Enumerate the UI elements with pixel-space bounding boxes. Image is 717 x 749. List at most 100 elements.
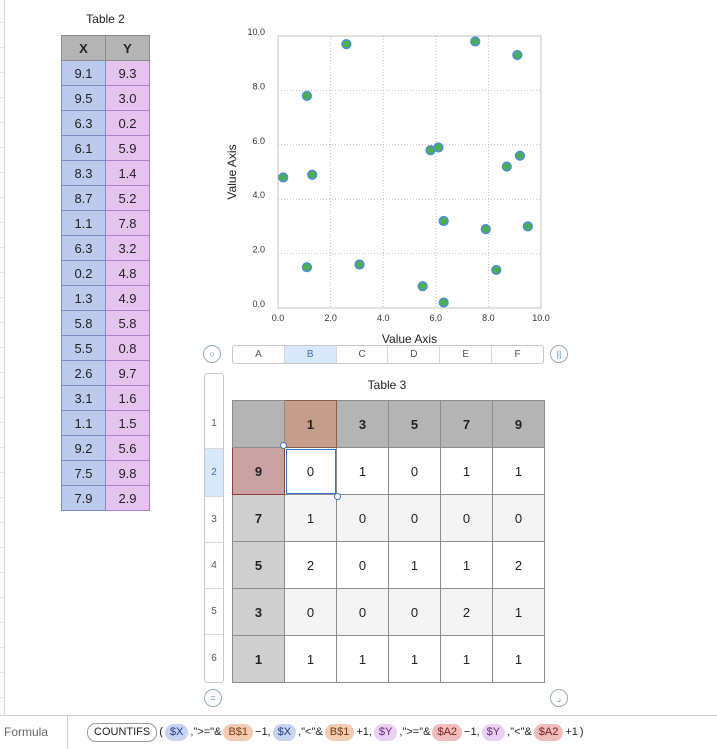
table2-cell-x[interactable]: 8.7 [61,185,106,211]
data-point[interactable] [341,39,352,50]
resize-table-button[interactable]: ⌟ [550,689,568,707]
table3-column-header[interactable]: 7 [440,400,493,448]
table2-cell-y[interactable]: 5.9 [105,135,150,161]
formula-reference-token[interactable]: B$1 [324,723,355,741]
table3-row-header[interactable]: 1 [232,635,285,683]
table3-cell[interactable]: 0 [388,588,441,636]
table3-cell[interactable]: 0 [336,541,389,589]
data-point[interactable] [501,161,512,172]
table3-cell[interactable]: 1 [388,635,441,683]
table3-cell[interactable]: 1 [336,635,389,683]
table2-cell-x[interactable]: 0.2 [61,260,106,286]
table3-column-header[interactable]: 3 [336,400,389,448]
data-point[interactable] [307,169,318,180]
row-header-2[interactable]: 2 [205,448,223,497]
table3-cell[interactable]: 2 [440,588,493,636]
table3-active-cell[interactable]: 0 [284,447,337,495]
table3-cell[interactable]: 1 [336,447,389,495]
table2-cell-x[interactable]: 5.5 [61,335,106,361]
table2-cell-x[interactable]: 1.3 [61,285,106,311]
row-header-1[interactable]: 1 [211,418,217,429]
table2-cell-y[interactable]: 0.2 [105,110,150,136]
scatter-chart[interactable]: 0.0 2.0 4.0 6.0 8.0 10.0 0.0 2.0 4.0 6.0 8.0 10.0 Va… [220,24,560,346]
data-point[interactable] [491,264,502,276]
table3-cell[interactable]: 1 [388,541,441,589]
data-point[interactable] [438,215,449,227]
table3-cell[interactable]: 1 [492,447,545,495]
table2-cell-x[interactable]: 1.1 [61,410,106,436]
data-point[interactable] [438,297,449,308]
column-header-c[interactable]: C [337,346,389,363]
column-header-b[interactable]: B [284,346,337,363]
table3-column-header[interactable]: 5 [388,400,441,448]
selection-handle-bottom-right[interactable] [334,493,341,500]
table2-cell-y[interactable]: 1.5 [105,410,150,436]
table2-header-y[interactable]: Y [105,35,150,61]
table2-cell-y[interactable]: 5.8 [105,310,150,336]
data-point[interactable] [354,259,365,270]
table2-cell-y[interactable]: 5.6 [105,435,150,461]
table3-cell[interactable]: 2 [284,541,337,589]
column-header-f[interactable]: F [514,349,521,360]
table3-column-header[interactable]: 9 [492,400,545,448]
table2-cell-x[interactable]: 9.2 [61,435,106,461]
table2-cell-x[interactable]: 9.5 [61,85,106,111]
table3-column-header[interactable]: 1 [284,400,337,448]
formula-reference-token[interactable]: $X [164,723,189,741]
table2-cell-y[interactable]: 9.3 [105,60,150,86]
table2-cell-x[interactable]: 6.3 [61,110,106,136]
table2-cell-y[interactable]: 9.8 [105,460,150,486]
table3-cell[interactable]: 0 [388,494,441,542]
data-point[interactable] [301,262,313,273]
formula-editor[interactable]: COUNTIFS($X ,">="& B$1 −1, $X ,"<"& B$1 +1, $Y ,"… [86,722,585,742]
table3-cell[interactable]: 1 [492,588,545,636]
data-point[interactable] [425,145,436,156]
table3-row-header[interactable]: 3 [232,588,285,636]
table2-cell-y[interactable]: 4.8 [105,260,150,286]
formula-reference-token[interactable]: B$1 [223,723,254,741]
table2-cell-y[interactable]: 3.2 [105,235,150,261]
data-point[interactable] [470,36,481,47]
table2-cell-x[interactable]: 6.1 [61,135,106,161]
table2-cell-y[interactable]: 9.7 [105,360,150,386]
column-header-d[interactable]: D [388,346,441,363]
formula-reference-token[interactable]: $Y [481,723,506,741]
formula-reference-token[interactable]: $A2 [533,723,564,741]
data-point[interactable] [512,49,523,61]
data-point[interactable] [522,221,533,232]
table2-cell-x[interactable]: 7.5 [61,460,106,486]
select-table-button[interactable]: ○ [203,345,221,363]
table3-cell[interactable]: 1 [440,541,493,589]
data-point[interactable] [480,224,491,235]
table3-cell[interactable]: 1 [284,635,337,683]
table2-cell-y[interactable]: 1.4 [105,160,150,186]
row-header-5[interactable]: 5 [205,588,223,635]
table3-row-header[interactable]: 9 [232,447,285,495]
freeze-columns-button[interactable]: || [550,345,568,363]
table3-row-header[interactable]: 7 [232,494,285,542]
table3-cell[interactable]: 0 [440,494,493,542]
formula-reference-token[interactable]: $X [272,723,297,741]
table2-cell-x[interactable]: 7.9 [61,485,106,511]
table3-cell[interactable]: 0 [388,447,441,495]
data-point[interactable] [278,172,289,183]
table2-cell-x[interactable]: 3.1 [61,385,106,411]
table2-cell-x[interactable]: 1.1 [61,210,106,236]
row-header-3[interactable]: 3 [205,496,223,543]
table3-row-header[interactable]: 5 [232,541,285,589]
formula-function-token[interactable]: COUNTIFS [87,722,158,742]
table3-cell[interactable]: 2 [492,541,545,589]
table2-cell-x[interactable]: 9.1 [61,60,106,86]
table3-cell[interactable]: 1 [440,635,493,683]
row-header-4[interactable]: 4 [205,542,223,589]
table3-cell[interactable]: 1 [440,447,493,495]
table3-cell[interactable]: 0 [284,588,337,636]
selection-handle-top-left[interactable] [280,442,287,449]
column-header-e[interactable]: E [440,346,493,363]
table2-cell-y[interactable]: 7.8 [105,210,150,236]
table3-cell[interactable]: 0 [336,588,389,636]
table2-cell-x[interactable]: 6.3 [61,235,106,261]
formula-reference-token[interactable]: $Y [373,723,398,741]
row-header-6[interactable]: 6 [205,634,223,683]
table2-cell-y[interactable]: 3.0 [105,85,150,111]
